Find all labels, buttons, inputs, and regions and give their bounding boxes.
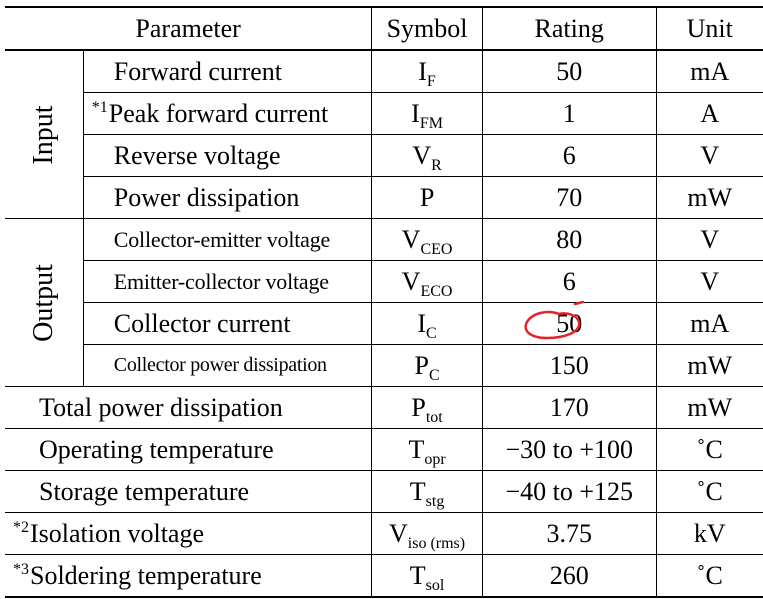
param-cell: *3Soldering temperature	[5, 554, 373, 598]
unit-cell: mW	[655, 386, 763, 429]
table-row: Total power dissipation Ptot 170 mW	[5, 386, 763, 429]
param-cell: Power dissipation	[82, 176, 373, 219]
symbol-cell: IC	[371, 302, 483, 345]
param-cell: *1Peak forward current	[82, 92, 373, 135]
param-cell: Forward current	[82, 49, 373, 93]
unit-cell: mA	[655, 49, 763, 93]
symbol-cell: Topr	[371, 428, 483, 471]
table-row: Reverse voltage VR 6 V	[5, 134, 763, 177]
param-cell: Storage temperature	[5, 470, 373, 513]
symbol-cell: Tsol	[371, 554, 483, 598]
unit-cell: V	[655, 218, 763, 261]
header-unit: Unit	[655, 6, 763, 51]
rating-cell: 170	[481, 386, 657, 429]
symbol-cell: VCEO	[371, 218, 483, 261]
table-row: *1Peak forward current IFM 1 A	[5, 92, 763, 135]
param-cell: Reverse voltage	[82, 134, 373, 177]
unit-cell: ˚C	[655, 428, 763, 471]
rating-cell: 50	[481, 49, 657, 93]
header-rating: Rating	[481, 6, 657, 51]
rating-cell: 3.75	[481, 512, 657, 555]
unit-cell: mW	[655, 344, 763, 387]
rating-cell: 150	[481, 344, 657, 387]
footnote-mark: *2	[13, 518, 29, 536]
absolute-max-ratings-table: Parameter Symbol Rating Unit Input Forwa…	[5, 6, 763, 598]
param-cell: Operating temperature	[5, 428, 373, 471]
table-row: Operating temperature Topr −30 to +100 ˚…	[5, 428, 763, 471]
table-row: Input Forward current IF 50 mA	[5, 49, 763, 219]
param-cell: Total power dissipation	[5, 386, 373, 429]
unit-cell: V	[655, 134, 763, 177]
param-cell: Collector current	[82, 302, 373, 345]
symbol-cell: VR	[371, 134, 483, 177]
rating-cell: 260	[481, 554, 657, 598]
symbol-cell: Ptot	[371, 386, 483, 429]
table-row: Collector power dissipation PC 150 mW	[5, 344, 763, 387]
table-row: Storage temperature Tstg −40 to +125 ˚C	[5, 470, 763, 513]
symbol-cell: PC	[371, 344, 483, 387]
rating-cell: 70	[481, 176, 657, 219]
rating-cell: −30 to +100	[481, 428, 657, 471]
rating-cell: 1	[481, 92, 657, 135]
unit-cell: ˚C	[655, 470, 763, 513]
unit-cell: mW	[655, 176, 763, 219]
table-row: *3Soldering temperature Tsol 260 ˚C	[5, 554, 763, 598]
param-cell: Collector-emitter voltage	[82, 218, 373, 261]
group-label-output: Output	[5, 218, 84, 387]
table-row: Emitter-collector voltage VECO 6 V	[5, 260, 763, 303]
header-row: Parameter Symbol Rating Unit	[5, 6, 763, 51]
table-row: *2Isolation voltage Viso (rms) 3.75 kV	[5, 512, 763, 555]
group-label-input: Input	[5, 49, 84, 219]
param-cell: Collector power dissipation	[82, 344, 373, 387]
param-cell: Emitter-collector voltage	[82, 260, 373, 303]
rating-cell: 6	[481, 134, 657, 177]
unit-cell: A	[655, 92, 763, 135]
symbol-cell: IF	[371, 49, 483, 93]
symbol-cell: Viso (rms)	[371, 512, 483, 555]
rating-cell: 6	[481, 260, 657, 303]
symbol-cell: VECO	[371, 260, 483, 303]
symbol-cell: Tstg	[371, 470, 483, 513]
symbol-cell: IFM	[371, 92, 483, 135]
footnote-mark: *3	[13, 560, 29, 578]
unit-cell: kV	[655, 512, 763, 555]
unit-cell: ˚C	[655, 554, 763, 598]
table-row: Power dissipation P 70 mW	[5, 176, 763, 219]
rating-cell: 80	[481, 218, 657, 261]
rating-cell: −40 to +125	[481, 470, 657, 513]
symbol-cell: P	[371, 176, 483, 219]
header-parameter: Parameter	[5, 6, 373, 51]
unit-cell: V	[655, 260, 763, 303]
unit-cell: mA	[655, 302, 763, 345]
rating-cell: 50	[481, 302, 657, 345]
header-symbol: Symbol	[371, 6, 483, 51]
ratings-table-wrapper: Parameter Symbol Rating Unit Input Forwa…	[5, 6, 763, 598]
table-row: Output Collector-emitter voltage VCEO 80…	[5, 218, 763, 387]
param-cell: *2Isolation voltage	[5, 512, 373, 555]
table-row: Collector current IC 50 mA	[5, 302, 763, 345]
footnote-mark: *1	[91, 98, 108, 116]
